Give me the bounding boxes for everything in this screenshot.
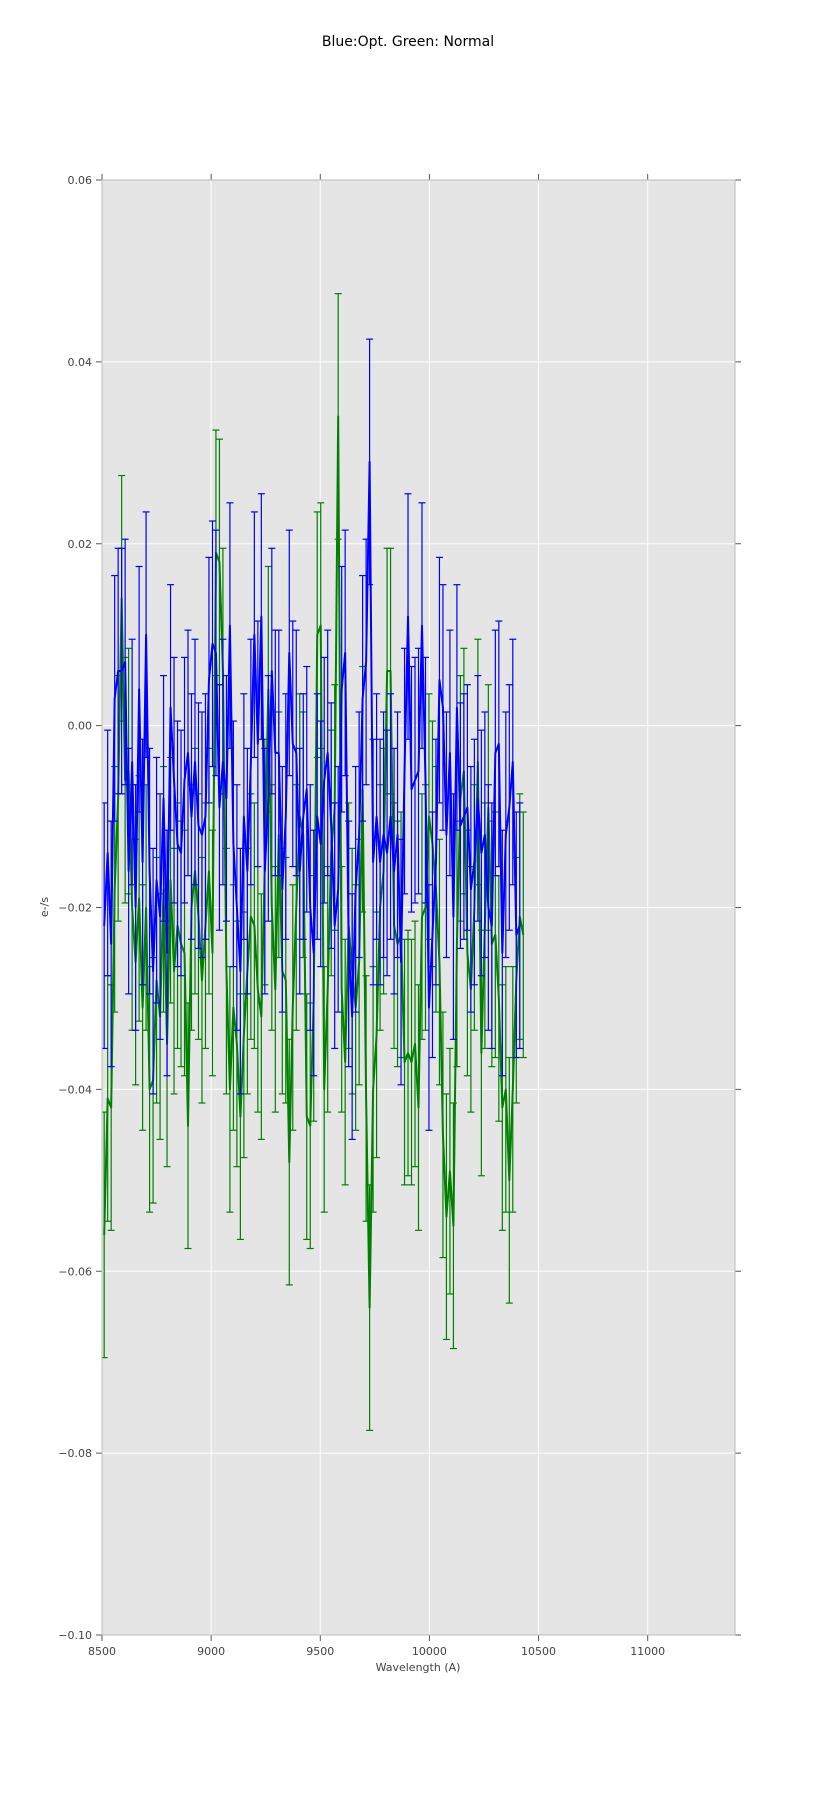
x-axis-label: Wavelength (A) [376,1661,461,1674]
series-group [102,293,527,1431]
y-tick-label: 0.04 [68,356,93,369]
series-layer [102,293,527,1431]
y-tick-label: −0.08 [58,1447,92,1460]
x-tick-label: 9000 [197,1645,225,1658]
x-tick-label: 10000 [412,1645,447,1658]
y-axis-label: e-/s [38,897,51,917]
y-tick-label: 0.06 [68,174,93,187]
x-tick-label: 8500 [88,1645,116,1658]
x-tick-label: 9500 [306,1645,334,1658]
y-tick-label: 0.02 [68,538,93,551]
series [102,338,524,1140]
series-line [103,460,521,1018]
y-tick-label: −0.04 [58,1083,92,1096]
plot-frame [101,179,736,1636]
axis-ticks: 8500 9000 9500 10000 10500 11000 −0.10 −0.08 −0.… [58,174,741,1658]
y-tick-label: −0.02 [58,902,92,915]
x-tick-label: 10500 [521,1645,556,1658]
x-tick-label: 11000 [630,1645,665,1658]
y-tick-label: 0.00 [68,720,93,733]
y-tick-label: −0.10 [58,1629,92,1642]
chart-title: Blue:Opt. Green: Normal [322,34,494,50]
y-tick-label: −0.06 [58,1265,92,1278]
